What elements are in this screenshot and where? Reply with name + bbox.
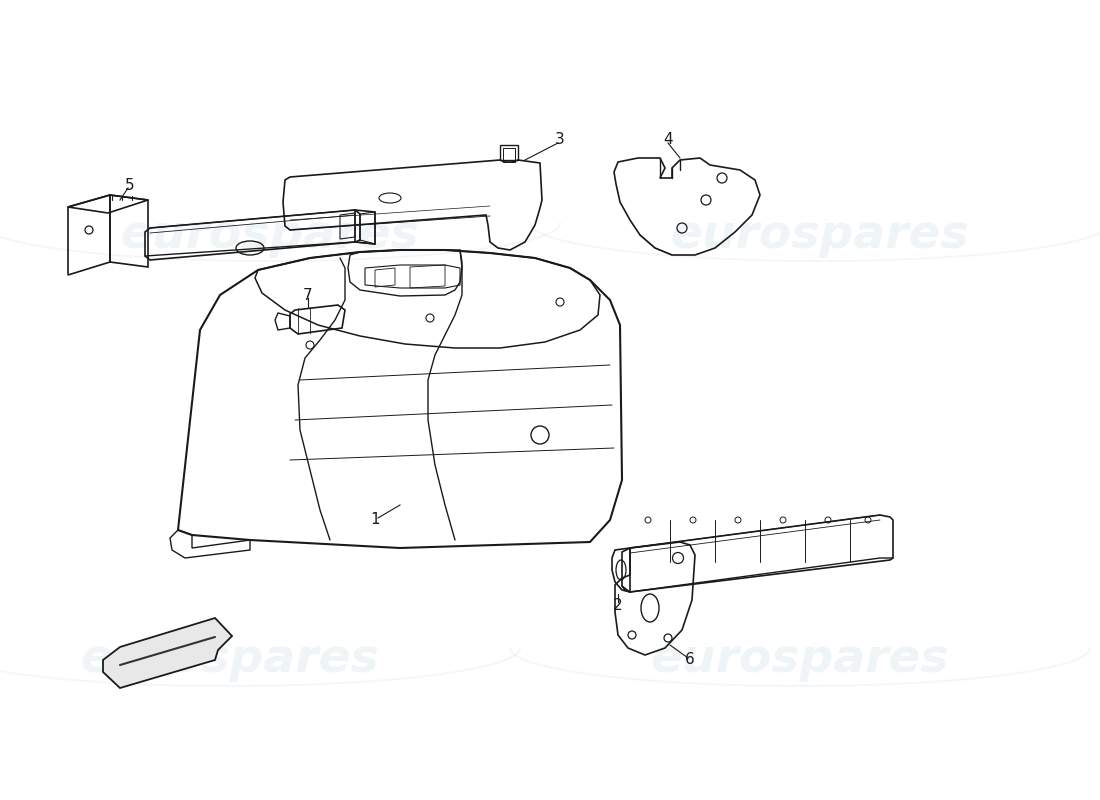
- Text: eurospares: eurospares: [80, 638, 380, 682]
- Text: 1: 1: [371, 513, 380, 527]
- Polygon shape: [103, 618, 232, 688]
- Text: 6: 6: [685, 653, 695, 667]
- Text: 7: 7: [304, 289, 312, 303]
- Text: 4: 4: [663, 133, 673, 147]
- Text: 3: 3: [556, 133, 565, 147]
- Text: eurospares: eurospares: [671, 213, 969, 258]
- Text: 5: 5: [125, 178, 135, 193]
- Text: eurospares: eurospares: [121, 213, 419, 258]
- Text: eurospares: eurospares: [651, 638, 949, 682]
- Text: 2: 2: [613, 598, 623, 613]
